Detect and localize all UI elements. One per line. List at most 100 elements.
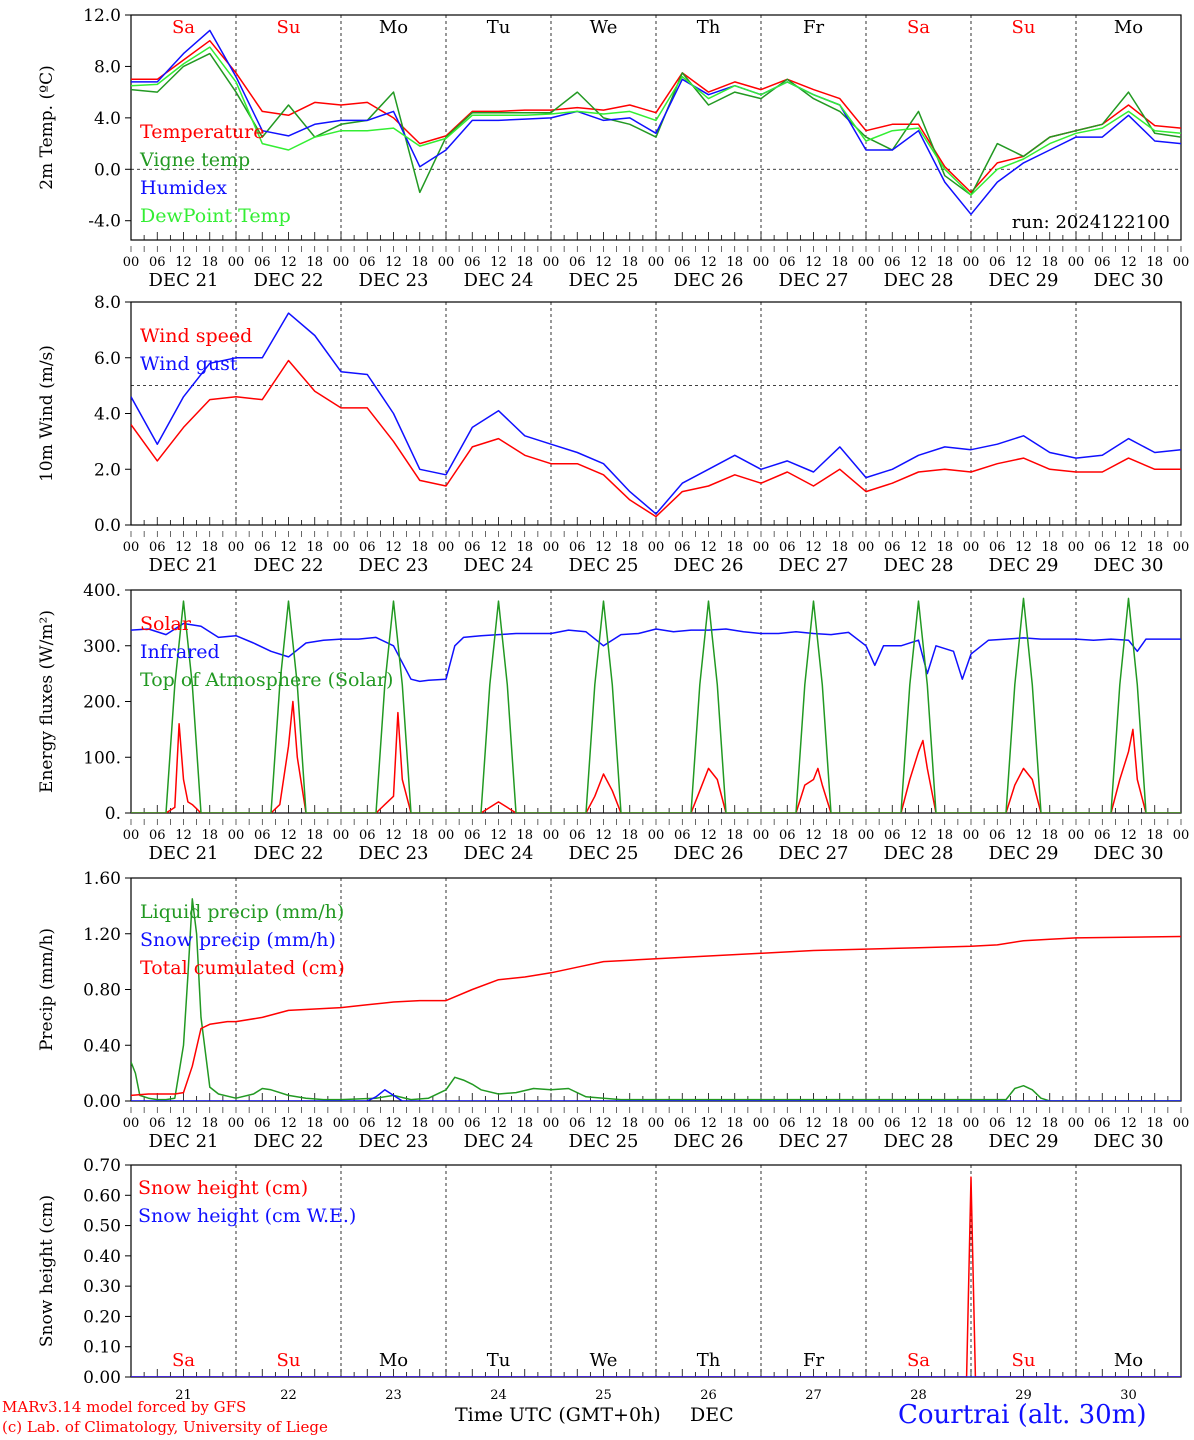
weekday-label: We xyxy=(590,17,618,38)
y-tick-label: 0.10 xyxy=(83,1338,121,1358)
hour-label: 06 xyxy=(464,1116,481,1131)
day-number-label: 29 xyxy=(1015,1388,1032,1403)
hour-label: 06 xyxy=(359,540,376,555)
hour-label: 00 xyxy=(333,828,350,843)
hour-label: 06 xyxy=(149,540,166,555)
hour-label: 18 xyxy=(201,828,218,843)
series-line-total-cumulated-cm- xyxy=(131,935,1181,1097)
hour-label: 00 xyxy=(1068,828,1085,843)
hour-label: 00 xyxy=(543,828,560,843)
hour-label: 18 xyxy=(936,255,953,270)
y-tick-label: 0.70 xyxy=(83,1156,121,1176)
hour-label: 18 xyxy=(306,540,323,555)
hour-label: 06 xyxy=(149,1116,166,1131)
hour-label: 00 xyxy=(123,540,140,555)
hour-label: 12 xyxy=(805,255,822,270)
hour-label: 00 xyxy=(1173,255,1190,270)
day-number-label: 26 xyxy=(700,1388,717,1403)
day-number-label: 27 xyxy=(805,1388,822,1403)
hour-label: 06 xyxy=(989,540,1006,555)
y-axis-label: 10m Wind (m/s) xyxy=(37,345,57,482)
hour-label: 00 xyxy=(543,255,560,270)
date-label: DEC 21 xyxy=(149,843,219,864)
day-number-label: 21 xyxy=(175,1388,192,1403)
hour-label: 06 xyxy=(359,828,376,843)
hour-label: 00 xyxy=(753,255,770,270)
hour-label: 18 xyxy=(936,828,953,843)
hour-label: 12 xyxy=(805,1116,822,1131)
panel-temp: 12.0 8.0 4.0 0.0 -4.0 2m Temp. (ºC) 00 06 12 18 00… xyxy=(37,6,1189,291)
date-label: DEC 29 xyxy=(989,1131,1059,1152)
hour-label: 12 xyxy=(280,255,297,270)
weekday-label: Tu xyxy=(487,17,511,38)
y-tick-label: 8.0 xyxy=(94,293,121,313)
weekday-label: Su xyxy=(277,17,301,38)
date-label: DEC 22 xyxy=(254,1131,324,1152)
hour-label: 00 xyxy=(648,255,665,270)
hour-label: 18 xyxy=(831,828,848,843)
weekday-label: Mo xyxy=(379,1350,408,1371)
hour-label: 00 xyxy=(753,1116,770,1131)
hour-label: 18 xyxy=(831,540,848,555)
hour-label: 06 xyxy=(884,255,901,270)
hour-label: 18 xyxy=(1146,828,1163,843)
hour-label: 12 xyxy=(805,828,822,843)
y-tick-label: 0. xyxy=(105,804,121,824)
date-label: DEC 24 xyxy=(464,843,534,864)
y-tick-label: 300. xyxy=(83,637,121,657)
hour-label: 06 xyxy=(674,1116,691,1131)
date-label: DEC 23 xyxy=(359,555,429,576)
y-axis-label: 2m Temp. (ºC) xyxy=(37,65,57,190)
date-label: DEC 26 xyxy=(674,843,744,864)
hour-label: 00 xyxy=(228,828,245,843)
hour-label: 18 xyxy=(621,1116,638,1131)
hour-label: 18 xyxy=(936,540,953,555)
hour-label: 12 xyxy=(910,255,927,270)
y-tick-label: 0.00 xyxy=(83,1368,121,1388)
y-tick-label: 0.00 xyxy=(83,1092,121,1112)
series-group xyxy=(131,1176,1181,1377)
hour-label: 00 xyxy=(1173,828,1190,843)
hour-label: 06 xyxy=(464,540,481,555)
weekday-label: Sa xyxy=(907,1350,930,1371)
weekday-label: Mo xyxy=(1114,1350,1143,1371)
hour-label: 06 xyxy=(884,540,901,555)
series-line-wind-speed xyxy=(131,359,1181,518)
hour-label: 00 xyxy=(963,1116,980,1131)
legend-entry: Wind gust xyxy=(140,353,238,375)
panel-energy: 400. 300. 200. 100. 0. Energy fluxes (W/m²) 00… xyxy=(37,581,1189,864)
hour-label: 18 xyxy=(306,828,323,843)
series-line-snow-precip-mm-h- xyxy=(131,1089,1181,1101)
series-group xyxy=(131,597,1181,813)
date-label: DEC 30 xyxy=(1094,270,1164,291)
hour-label: 06 xyxy=(1094,255,1111,270)
hour-label: 18 xyxy=(726,1116,743,1131)
hour-label: 00 xyxy=(858,828,875,843)
hour-label: 12 xyxy=(1015,540,1032,555)
weekday-label: Su xyxy=(277,1350,301,1371)
hour-label: 12 xyxy=(385,1116,402,1131)
legend-entry: DewPoint Temp xyxy=(140,205,291,227)
series-group xyxy=(131,898,1181,1101)
date-label: DEC 26 xyxy=(674,555,744,576)
hour-label: 12 xyxy=(1015,255,1032,270)
hour-label: 18 xyxy=(1146,1116,1163,1131)
hour-label: 12 xyxy=(175,828,192,843)
y-tick-label: -4.0 xyxy=(88,212,121,232)
legend-entry: Top of Atmosphere (Solar) xyxy=(140,669,393,691)
date-label: DEC 24 xyxy=(464,1131,534,1152)
hour-label: 12 xyxy=(910,828,927,843)
hour-label: 12 xyxy=(385,255,402,270)
hour-label: 00 xyxy=(858,540,875,555)
day-number-label: 28 xyxy=(910,1388,927,1403)
date-label: DEC 21 xyxy=(149,1131,219,1152)
legend-entry: Liquid precip (mm/h) xyxy=(140,901,344,923)
hour-label: 00 xyxy=(438,540,455,555)
date-label: DEC 22 xyxy=(254,555,324,576)
hour-label: 12 xyxy=(700,828,717,843)
hour-label: 06 xyxy=(674,828,691,843)
hour-label: 00 xyxy=(438,1116,455,1131)
hour-label: 12 xyxy=(1120,1116,1137,1131)
series-line-wind-gust xyxy=(131,312,1181,515)
y-tick-label: 0.60 xyxy=(83,1186,121,1206)
